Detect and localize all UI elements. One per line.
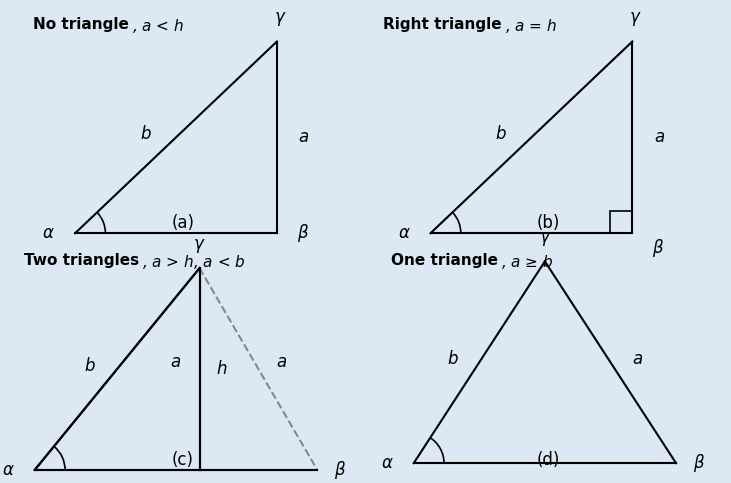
Text: $\beta$: $\beta$	[693, 452, 705, 474]
Text: $\alpha$: $\alpha$	[381, 454, 393, 472]
Text: $h$: $h$	[216, 360, 228, 378]
Text: One triangle: One triangle	[391, 253, 498, 268]
Text: $\gamma$: $\gamma$	[629, 10, 642, 28]
Text: $b$: $b$	[140, 125, 151, 143]
Text: , $a$ < $h$: , $a$ < $h$	[132, 16, 184, 35]
Text: Two triangles: Two triangles	[24, 253, 139, 268]
Text: $\beta$: $\beta$	[653, 237, 664, 258]
Text: $a$: $a$	[654, 128, 664, 146]
Text: $\alpha$: $\alpha$	[42, 224, 55, 242]
Text: (d): (d)	[537, 451, 560, 469]
Text: , $a$ > $h$, $a$ < $b$: , $a$ > $h$, $a$ < $b$	[143, 253, 246, 271]
Text: , $a$ ≥ $b$: , $a$ ≥ $b$	[501, 253, 553, 271]
Text: $\beta$: $\beta$	[297, 222, 309, 244]
Text: $\beta$: $\beta$	[334, 459, 346, 481]
Text: Right triangle: Right triangle	[382, 16, 501, 31]
Text: No triangle: No triangle	[33, 16, 129, 31]
Text: (b): (b)	[537, 214, 560, 232]
Text: (c): (c)	[172, 451, 194, 469]
Text: (a): (a)	[171, 214, 194, 232]
Text: $a$: $a$	[632, 350, 643, 368]
Text: $b$: $b$	[496, 125, 507, 143]
Text: $a$: $a$	[170, 353, 181, 371]
Text: $a$: $a$	[298, 128, 309, 146]
Text: $b$: $b$	[84, 356, 96, 375]
Text: $\gamma$: $\gamma$	[193, 237, 206, 255]
Text: $b$: $b$	[447, 350, 458, 368]
Text: $a$: $a$	[276, 353, 287, 371]
Text: $\gamma$: $\gamma$	[539, 230, 551, 248]
Text: $\alpha$: $\alpha$	[2, 461, 15, 479]
Text: , $a$ = $h$: , $a$ = $h$	[504, 16, 557, 35]
Text: $\gamma$: $\gamma$	[274, 10, 287, 28]
Text: $\alpha$: $\alpha$	[398, 224, 410, 242]
